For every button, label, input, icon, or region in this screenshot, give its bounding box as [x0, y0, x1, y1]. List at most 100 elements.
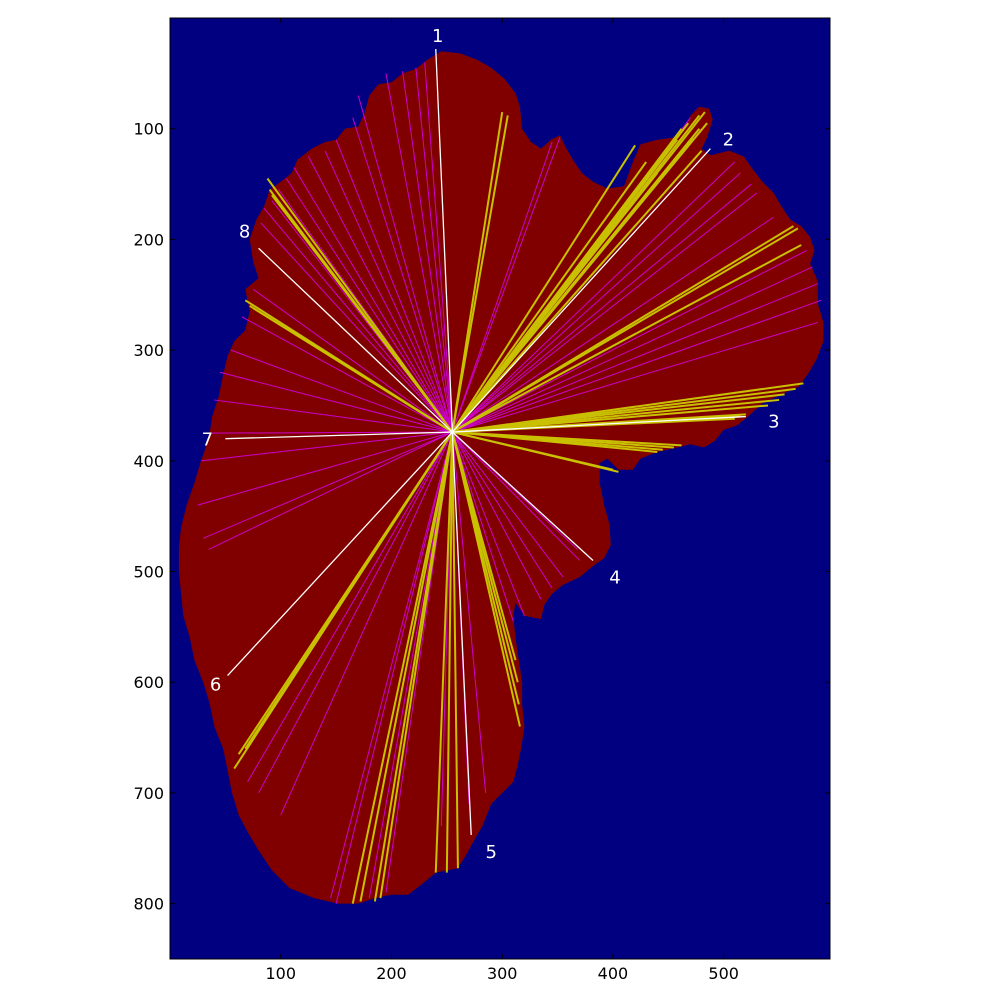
ray-yellow — [434, 432, 454, 873]
y-tick-label: 100 — [133, 120, 164, 139]
plot-frame — [169, 17, 831, 960]
x-tick-label: 200 — [376, 964, 407, 983]
y-tick-label: 300 — [133, 341, 164, 360]
ray-magenta — [452, 216, 774, 433]
ray-labels-group: 1 2 3 4 5 6 7 8 — [202, 26, 780, 863]
ray-magenta — [451, 141, 553, 433]
ray-yellow — [451, 431, 521, 727]
ray-magenta — [452, 431, 581, 561]
ray-white-3 — [452, 415, 746, 433]
ray-label-6: 6 — [210, 675, 221, 696]
ray-magenta — [197, 431, 453, 506]
ray-magenta — [293, 167, 453, 433]
ray-magenta — [252, 288, 453, 433]
ray-yellow — [351, 431, 454, 904]
ray-yellow — [452, 404, 769, 434]
ray-yellow — [451, 111, 706, 433]
ray-magenta — [424, 62, 453, 433]
x-tick-label: 300 — [487, 964, 518, 983]
ray-magenta — [219, 371, 453, 433]
ray-magenta — [203, 431, 453, 539]
ray-magenta — [258, 431, 453, 794]
ray-magenta — [285, 178, 453, 433]
ray-magenta — [452, 183, 752, 433]
ray-magenta — [452, 299, 822, 433]
ray-magenta — [451, 431, 553, 589]
ray-magenta — [451, 137, 561, 433]
ray-magenta — [452, 250, 807, 433]
ray-label-8: 8 — [239, 221, 250, 242]
ray-yellow — [451, 161, 647, 433]
ray-label-2: 2 — [723, 130, 734, 151]
ray-yellow — [445, 432, 454, 873]
ray-label-4: 4 — [609, 567, 620, 588]
ray-magenta — [214, 399, 453, 433]
ray-magenta — [307, 156, 453, 433]
ray-label-1: 1 — [432, 26, 443, 47]
y-tick-label: 700 — [133, 784, 164, 803]
ray-magenta — [452, 192, 758, 433]
ray-magenta — [451, 431, 525, 616]
y-tick-label: 500 — [133, 563, 164, 582]
ray-yellow — [271, 194, 454, 433]
ray-yellow — [452, 431, 658, 453]
ray-yellow — [451, 244, 802, 433]
ray-magenta — [324, 150, 453, 433]
ray-magenta — [241, 316, 453, 433]
ray-magenta — [352, 117, 453, 433]
ray-yellow — [451, 432, 459, 869]
ray-magenta — [263, 208, 453, 433]
ray-yellow — [252, 307, 453, 433]
x-tick-label: 400 — [598, 964, 629, 983]
ray-yellow — [451, 227, 799, 433]
ray-magenta — [452, 283, 819, 433]
x-tick-label: 500 — [708, 964, 739, 983]
ray-magenta — [415, 67, 453, 433]
ray-yellow — [452, 431, 619, 473]
ray-yellow — [451, 111, 504, 433]
ray-white-8 — [258, 247, 453, 433]
ray-magenta — [452, 266, 813, 433]
ray-label-5: 5 — [485, 842, 496, 863]
ray-yellow — [451, 136, 694, 433]
ray-yellow — [373, 431, 454, 902]
ray-magenta — [208, 431, 453, 550]
ray-white-7 — [225, 431, 453, 440]
ray-magenta — [451, 431, 564, 578]
ray-magenta — [335, 139, 453, 433]
ray-magenta — [451, 431, 487, 793]
ray-magenta — [451, 431, 542, 600]
y-tick-label: 600 — [133, 673, 164, 692]
ray-white-6 — [227, 431, 453, 677]
ray-label-7: 7 — [202, 430, 213, 451]
y-tick-label: 800 — [133, 895, 164, 914]
ray-yellow — [359, 431, 454, 902]
ray-white-1 — [435, 48, 454, 433]
ray-label-3: 3 — [768, 412, 779, 433]
ray-magenta — [335, 431, 453, 904]
ray-magenta — [230, 349, 453, 433]
y-tick-label: 400 — [133, 452, 164, 471]
x-tick-label: 100 — [265, 964, 296, 983]
ray-magenta — [208, 431, 453, 434]
ray-magenta — [247, 431, 453, 783]
ray-magenta — [260, 222, 453, 433]
ray-yellow — [451, 115, 509, 433]
ray-yellow — [451, 150, 703, 433]
ray-magenta — [451, 431, 514, 622]
ray-magenta — [200, 431, 453, 462]
y-axis: 100 200 300 400 500 600 700 800 — [133, 120, 830, 914]
ray-magenta — [452, 321, 818, 433]
white-rays-group — [225, 48, 746, 836]
ray-magenta — [402, 71, 453, 433]
ray-white-5 — [451, 432, 472, 836]
ray-yellow — [233, 431, 454, 770]
ray-magenta — [280, 431, 453, 816]
ray-magenta — [368, 431, 453, 899]
ray-yellow — [451, 144, 636, 433]
y-tick-label: 200 — [133, 230, 164, 249]
ray-white-4 — [451, 431, 594, 561]
ray-magenta — [330, 431, 453, 899]
x-axis: 100 200 300 400 500 — [265, 18, 739, 983]
